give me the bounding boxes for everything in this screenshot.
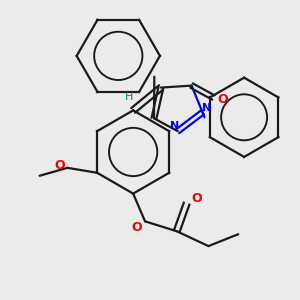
Text: O: O xyxy=(217,93,228,106)
Text: O: O xyxy=(54,159,65,172)
Text: O: O xyxy=(191,192,202,205)
Text: H: H xyxy=(125,92,134,102)
Text: N: N xyxy=(170,121,179,131)
Text: O: O xyxy=(132,221,142,234)
Text: N: N xyxy=(202,103,211,113)
